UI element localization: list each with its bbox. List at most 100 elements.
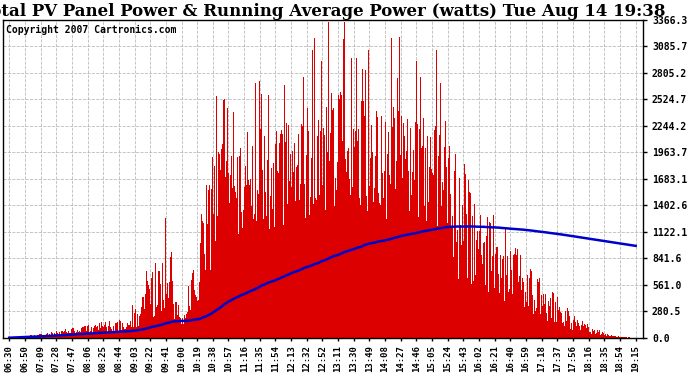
Bar bbox=[450, 194, 451, 338]
Bar bbox=[303, 77, 304, 338]
Bar bbox=[174, 319, 175, 338]
Bar bbox=[211, 189, 212, 338]
Bar bbox=[367, 211, 368, 338]
Bar bbox=[358, 129, 359, 338]
Bar bbox=[15, 337, 16, 338]
Bar bbox=[338, 95, 339, 338]
Bar bbox=[343, 39, 344, 338]
Bar bbox=[230, 175, 231, 338]
Bar bbox=[587, 324, 588, 338]
Bar bbox=[120, 321, 121, 338]
Bar bbox=[473, 280, 474, 338]
Bar bbox=[177, 315, 178, 338]
Bar bbox=[506, 275, 507, 338]
Bar bbox=[537, 279, 538, 338]
Bar bbox=[122, 323, 123, 338]
Bar bbox=[77, 330, 78, 338]
Bar bbox=[49, 334, 50, 338]
Bar bbox=[435, 154, 436, 338]
Bar bbox=[301, 124, 302, 338]
Bar bbox=[175, 308, 177, 338]
Bar bbox=[531, 271, 532, 338]
Bar bbox=[459, 178, 460, 338]
Bar bbox=[208, 243, 209, 338]
Bar bbox=[412, 172, 413, 338]
Bar bbox=[291, 187, 293, 338]
Bar bbox=[375, 156, 376, 338]
Bar bbox=[185, 318, 186, 338]
Bar bbox=[368, 186, 370, 338]
Bar bbox=[53, 335, 54, 338]
Bar bbox=[386, 219, 387, 338]
Bar bbox=[580, 332, 582, 338]
Bar bbox=[246, 185, 247, 338]
Bar bbox=[129, 325, 130, 338]
Bar bbox=[58, 334, 59, 338]
Bar bbox=[164, 308, 165, 338]
Bar bbox=[516, 255, 517, 338]
Bar bbox=[225, 209, 226, 338]
Bar bbox=[98, 330, 99, 338]
Bar bbox=[397, 111, 399, 338]
Bar bbox=[455, 242, 457, 338]
Bar bbox=[354, 147, 355, 338]
Bar bbox=[300, 184, 301, 338]
Bar bbox=[620, 337, 621, 338]
Bar bbox=[79, 329, 81, 338]
Bar bbox=[613, 336, 614, 338]
Bar bbox=[232, 188, 233, 338]
Bar bbox=[422, 146, 423, 338]
Bar bbox=[437, 226, 438, 338]
Bar bbox=[526, 273, 527, 338]
Bar bbox=[414, 180, 415, 338]
Bar bbox=[278, 173, 279, 338]
Bar bbox=[592, 329, 593, 338]
Bar bbox=[365, 70, 366, 338]
Bar bbox=[111, 329, 112, 338]
Bar bbox=[125, 329, 126, 338]
Bar bbox=[433, 175, 434, 338]
Bar bbox=[84, 333, 86, 338]
Bar bbox=[509, 289, 510, 338]
Bar bbox=[244, 187, 245, 338]
Bar bbox=[76, 329, 77, 338]
Bar bbox=[60, 334, 61, 338]
Bar bbox=[188, 286, 189, 338]
Bar bbox=[78, 333, 79, 338]
Bar bbox=[463, 241, 464, 338]
Bar bbox=[486, 236, 487, 338]
Bar bbox=[191, 280, 192, 338]
Bar bbox=[559, 308, 560, 338]
Bar bbox=[589, 332, 590, 338]
Bar bbox=[380, 205, 381, 338]
Bar bbox=[20, 337, 21, 338]
Bar bbox=[390, 184, 391, 338]
Bar bbox=[183, 324, 184, 338]
Bar bbox=[597, 333, 598, 338]
Bar bbox=[55, 332, 57, 338]
Bar bbox=[204, 254, 206, 338]
Bar bbox=[47, 334, 48, 338]
Bar bbox=[186, 314, 187, 338]
Bar bbox=[328, 22, 329, 338]
Bar bbox=[134, 313, 135, 338]
Bar bbox=[553, 292, 554, 338]
Bar bbox=[551, 292, 553, 338]
Bar bbox=[317, 136, 318, 338]
Bar bbox=[156, 307, 157, 338]
Bar bbox=[132, 327, 134, 338]
Bar bbox=[207, 224, 208, 338]
Bar bbox=[103, 327, 104, 338]
Bar bbox=[525, 292, 526, 338]
Bar bbox=[34, 335, 35, 338]
Bar bbox=[384, 171, 385, 338]
Bar bbox=[458, 279, 459, 338]
Bar bbox=[251, 206, 252, 338]
Bar bbox=[530, 269, 531, 338]
Bar bbox=[356, 58, 357, 338]
Bar bbox=[110, 327, 111, 338]
Bar bbox=[271, 168, 272, 338]
Text: Copyright 2007 Cartronics.com: Copyright 2007 Cartronics.com bbox=[6, 25, 177, 35]
Bar bbox=[454, 171, 455, 338]
Bar bbox=[24, 336, 25, 338]
